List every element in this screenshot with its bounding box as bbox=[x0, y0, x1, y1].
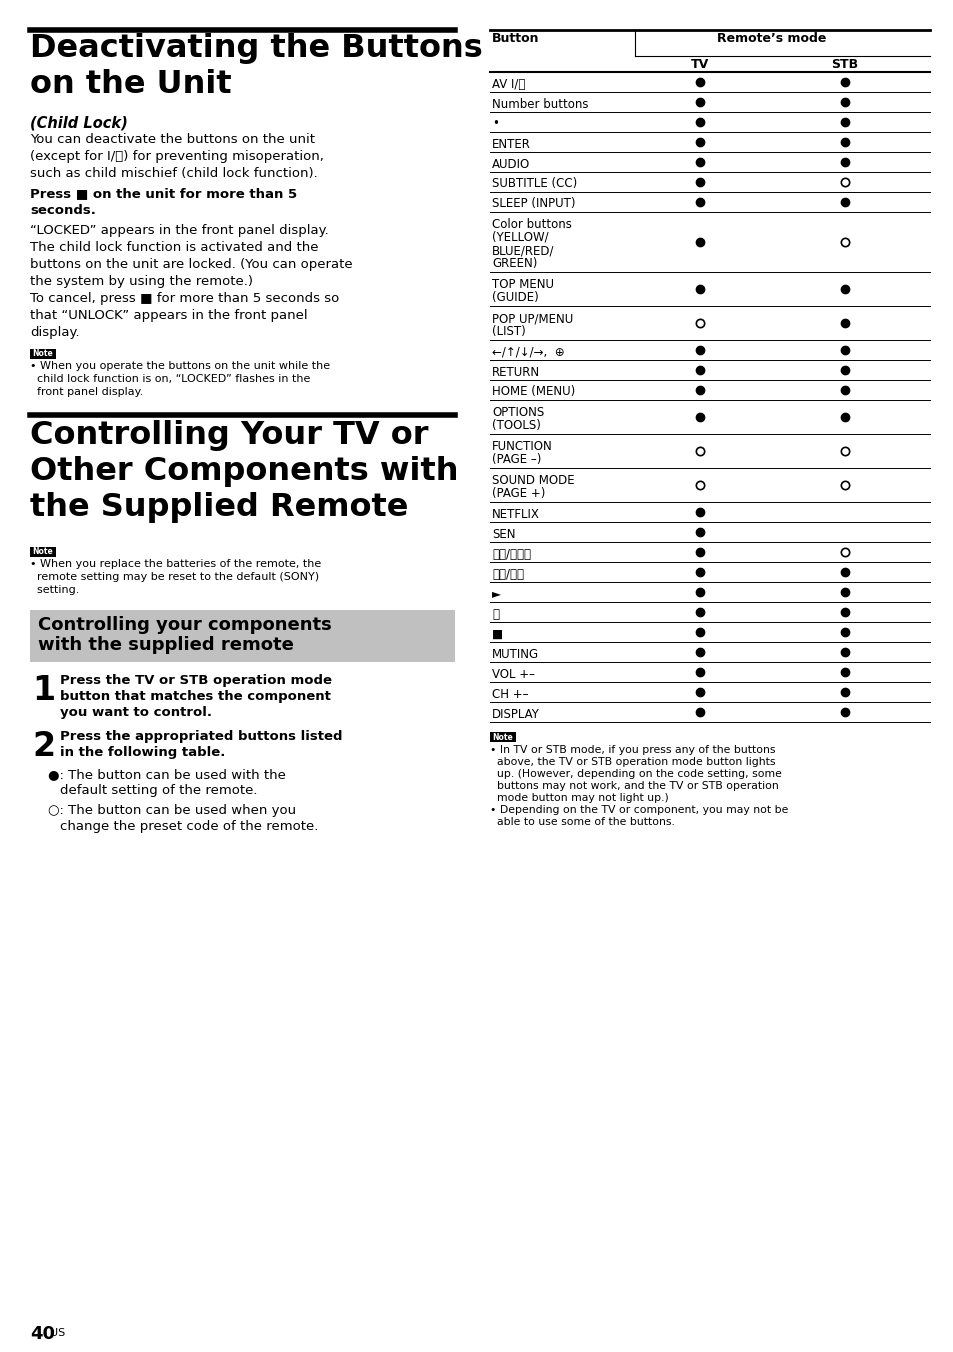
Text: ■: ■ bbox=[492, 627, 502, 641]
Text: The child lock function is activated and the: The child lock function is activated and… bbox=[30, 241, 318, 254]
Text: 1: 1 bbox=[32, 675, 55, 707]
Text: POP UP/MENU: POP UP/MENU bbox=[492, 312, 573, 324]
Text: remote setting may be reset to the default (SONY): remote setting may be reset to the defau… bbox=[30, 572, 319, 581]
Text: above, the TV or STB operation mode button lights: above, the TV or STB operation mode butt… bbox=[490, 757, 775, 767]
Text: Note: Note bbox=[32, 350, 53, 358]
Text: SOUND MODE: SOUND MODE bbox=[492, 475, 574, 487]
Text: (YELLOW/: (YELLOW/ bbox=[492, 231, 548, 243]
Text: (PAGE –): (PAGE –) bbox=[492, 453, 540, 466]
Text: RETURN: RETURN bbox=[492, 365, 539, 379]
Bar bbox=[30, 548, 56, 557]
Text: TOP MENU: TOP MENU bbox=[492, 279, 554, 291]
Text: US: US bbox=[50, 1328, 65, 1338]
Text: To cancel, press ■ for more than 5 seconds so: To cancel, press ■ for more than 5 secon… bbox=[30, 292, 339, 306]
Text: Number buttons: Number buttons bbox=[492, 97, 588, 111]
Text: MUTING: MUTING bbox=[492, 648, 538, 661]
Text: the Supplied Remote: the Supplied Remote bbox=[30, 492, 408, 523]
Text: front panel display.: front panel display. bbox=[30, 387, 143, 397]
Bar bbox=[490, 731, 516, 742]
Text: change the preset code of the remote.: change the preset code of the remote. bbox=[60, 821, 318, 833]
Text: ►: ► bbox=[492, 588, 500, 600]
Text: button that matches the component: button that matches the component bbox=[60, 690, 331, 703]
Text: CH +–: CH +– bbox=[492, 688, 528, 700]
Text: ⏪⏪/⏩⏩: ⏪⏪/⏩⏩ bbox=[492, 568, 523, 580]
Text: ●: The button can be used with the: ●: The button can be used with the bbox=[48, 768, 286, 781]
Text: FUNCTION: FUNCTION bbox=[492, 439, 552, 453]
Text: STB: STB bbox=[831, 58, 858, 72]
Text: display.: display. bbox=[30, 326, 79, 339]
Text: with the supplied remote: with the supplied remote bbox=[38, 635, 294, 654]
Text: SLEEP (INPUT): SLEEP (INPUT) bbox=[492, 197, 575, 211]
Text: NETFLIX: NETFLIX bbox=[492, 507, 539, 521]
Text: 2: 2 bbox=[32, 730, 55, 763]
Text: (Child Lock): (Child Lock) bbox=[30, 115, 128, 130]
Text: (except for I/⏻) for preventing misoperation,: (except for I/⏻) for preventing misopera… bbox=[30, 150, 323, 164]
Text: SEN: SEN bbox=[492, 527, 515, 541]
Text: child lock function is on, “LOCKED” flashes in the: child lock function is on, “LOCKED” flas… bbox=[30, 375, 310, 384]
Text: you want to control.: you want to control. bbox=[60, 706, 212, 719]
Text: OPTIONS: OPTIONS bbox=[492, 406, 543, 419]
Text: AUDIO: AUDIO bbox=[492, 157, 530, 170]
Text: •: • bbox=[492, 118, 498, 131]
Text: Note: Note bbox=[492, 733, 513, 741]
Text: buttons on the unit are locked. (You can operate: buttons on the unit are locked. (You can… bbox=[30, 258, 353, 270]
Text: setting.: setting. bbox=[30, 585, 79, 595]
Text: (LIST): (LIST) bbox=[492, 324, 525, 338]
Text: Controlling Your TV or: Controlling Your TV or bbox=[30, 420, 428, 452]
Bar bbox=[30, 610, 455, 662]
Text: Deactivating the Buttons: Deactivating the Buttons bbox=[30, 32, 482, 64]
Text: HOME (MENU): HOME (MENU) bbox=[492, 385, 575, 399]
Text: • When you replace the batteries of the remote, the: • When you replace the batteries of the … bbox=[30, 558, 321, 569]
Text: DISPLAY: DISPLAY bbox=[492, 707, 539, 721]
Text: SUBTITLE (CC): SUBTITLE (CC) bbox=[492, 177, 577, 191]
Text: AV I/⏻: AV I/⏻ bbox=[492, 77, 525, 91]
Text: You can deactivate the buttons on the unit: You can deactivate the buttons on the un… bbox=[30, 132, 314, 146]
Text: • Depending on the TV or component, you may not be: • Depending on the TV or component, you … bbox=[490, 804, 787, 815]
Text: • When you operate the buttons on the unit while the: • When you operate the buttons on the un… bbox=[30, 361, 330, 370]
Text: default setting of the remote.: default setting of the remote. bbox=[60, 784, 257, 796]
Text: the system by using the remote.): the system by using the remote.) bbox=[30, 274, 253, 288]
Text: (TOOLS): (TOOLS) bbox=[492, 419, 540, 433]
Bar bbox=[30, 349, 56, 360]
Text: ○: The button can be used when you: ○: The button can be used when you bbox=[48, 804, 295, 817]
Text: “LOCKED” appears in the front panel display.: “LOCKED” appears in the front panel disp… bbox=[30, 224, 329, 237]
Text: ⏮⏮/⏭⏭⏭: ⏮⏮/⏭⏭⏭ bbox=[492, 548, 531, 561]
Text: (GUIDE): (GUIDE) bbox=[492, 291, 538, 304]
Text: Remote’s mode: Remote’s mode bbox=[717, 32, 826, 45]
Text: Color buttons: Color buttons bbox=[492, 218, 571, 231]
Text: Controlling your components: Controlling your components bbox=[38, 617, 332, 634]
Text: Button: Button bbox=[492, 32, 539, 45]
Text: on the Unit: on the Unit bbox=[30, 69, 232, 100]
Text: buttons may not work, and the TV or STB operation: buttons may not work, and the TV or STB … bbox=[490, 781, 778, 791]
Text: VOL +–: VOL +– bbox=[492, 668, 535, 680]
Text: TV: TV bbox=[690, 58, 708, 72]
Text: GREEN): GREEN) bbox=[492, 257, 537, 270]
Text: Press the appropriated buttons listed: Press the appropriated buttons listed bbox=[60, 730, 342, 744]
Text: able to use some of the buttons.: able to use some of the buttons. bbox=[490, 817, 674, 827]
Text: that “UNLOCK” appears in the front panel: that “UNLOCK” appears in the front panel bbox=[30, 310, 307, 322]
Text: ENTER: ENTER bbox=[492, 138, 530, 150]
Text: 40: 40 bbox=[30, 1325, 55, 1343]
Text: Press ■ on the unit for more than 5: Press ■ on the unit for more than 5 bbox=[30, 187, 296, 200]
Text: ⏸: ⏸ bbox=[492, 607, 498, 621]
Text: Press the TV or STB operation mode: Press the TV or STB operation mode bbox=[60, 675, 332, 687]
Text: in the following table.: in the following table. bbox=[60, 746, 225, 758]
Text: (PAGE +): (PAGE +) bbox=[492, 487, 545, 500]
Text: seconds.: seconds. bbox=[30, 204, 95, 218]
Text: Note: Note bbox=[32, 548, 53, 557]
Text: ←/↑/↓/→,  ⊕: ←/↑/↓/→, ⊕ bbox=[492, 346, 564, 358]
Text: up. (However, depending on the code setting, some: up. (However, depending on the code sett… bbox=[490, 769, 781, 779]
Text: such as child mischief (child lock function).: such as child mischief (child lock funct… bbox=[30, 168, 317, 180]
Text: BLUE/RED/: BLUE/RED/ bbox=[492, 243, 554, 257]
Text: mode button may not light up.): mode button may not light up.) bbox=[490, 794, 668, 803]
Text: • In TV or STB mode, if you press any of the buttons: • In TV or STB mode, if you press any of… bbox=[490, 745, 775, 754]
Text: Other Components with: Other Components with bbox=[30, 456, 458, 487]
